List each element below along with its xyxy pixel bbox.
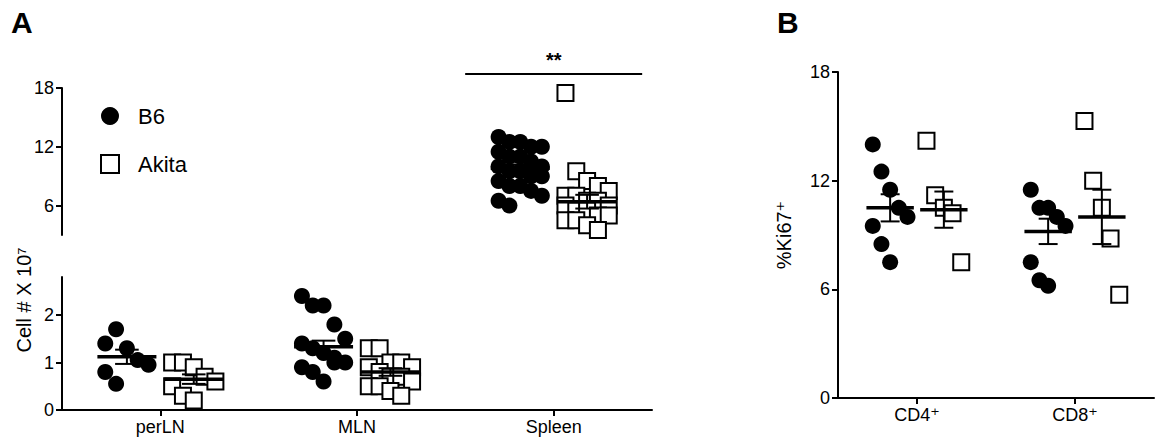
svg-text:12: 12 bbox=[34, 137, 54, 157]
svg-text:6: 6 bbox=[44, 196, 54, 216]
svg-text:0: 0 bbox=[44, 400, 54, 420]
svg-text:**: ** bbox=[546, 49, 562, 71]
svg-text:6: 6 bbox=[820, 279, 830, 299]
svg-text:perLN: perLN bbox=[136, 417, 185, 437]
svg-text:2: 2 bbox=[44, 305, 54, 325]
svg-text:MLN: MLN bbox=[338, 417, 376, 437]
svg-text:B6: B6 bbox=[138, 104, 165, 129]
svg-text:18: 18 bbox=[34, 78, 54, 98]
svg-text:12: 12 bbox=[810, 171, 830, 191]
svg-text:Akita: Akita bbox=[138, 152, 188, 177]
svg-text:Cell # X 10⁷: Cell # X 10⁷ bbox=[13, 247, 35, 352]
svg-text:%Ki67⁺: %Ki67⁺ bbox=[773, 201, 795, 269]
svg-text:1: 1 bbox=[44, 353, 54, 373]
svg-text:CD4⁺: CD4⁺ bbox=[894, 405, 940, 425]
svg-text:18: 18 bbox=[810, 62, 830, 82]
svg-text:B: B bbox=[777, 6, 799, 39]
svg-text:CD8⁺: CD8⁺ bbox=[1052, 405, 1098, 425]
svg-text:Spleen: Spleen bbox=[526, 417, 582, 437]
svg-text:A: A bbox=[11, 6, 33, 39]
svg-text:0: 0 bbox=[820, 388, 830, 408]
